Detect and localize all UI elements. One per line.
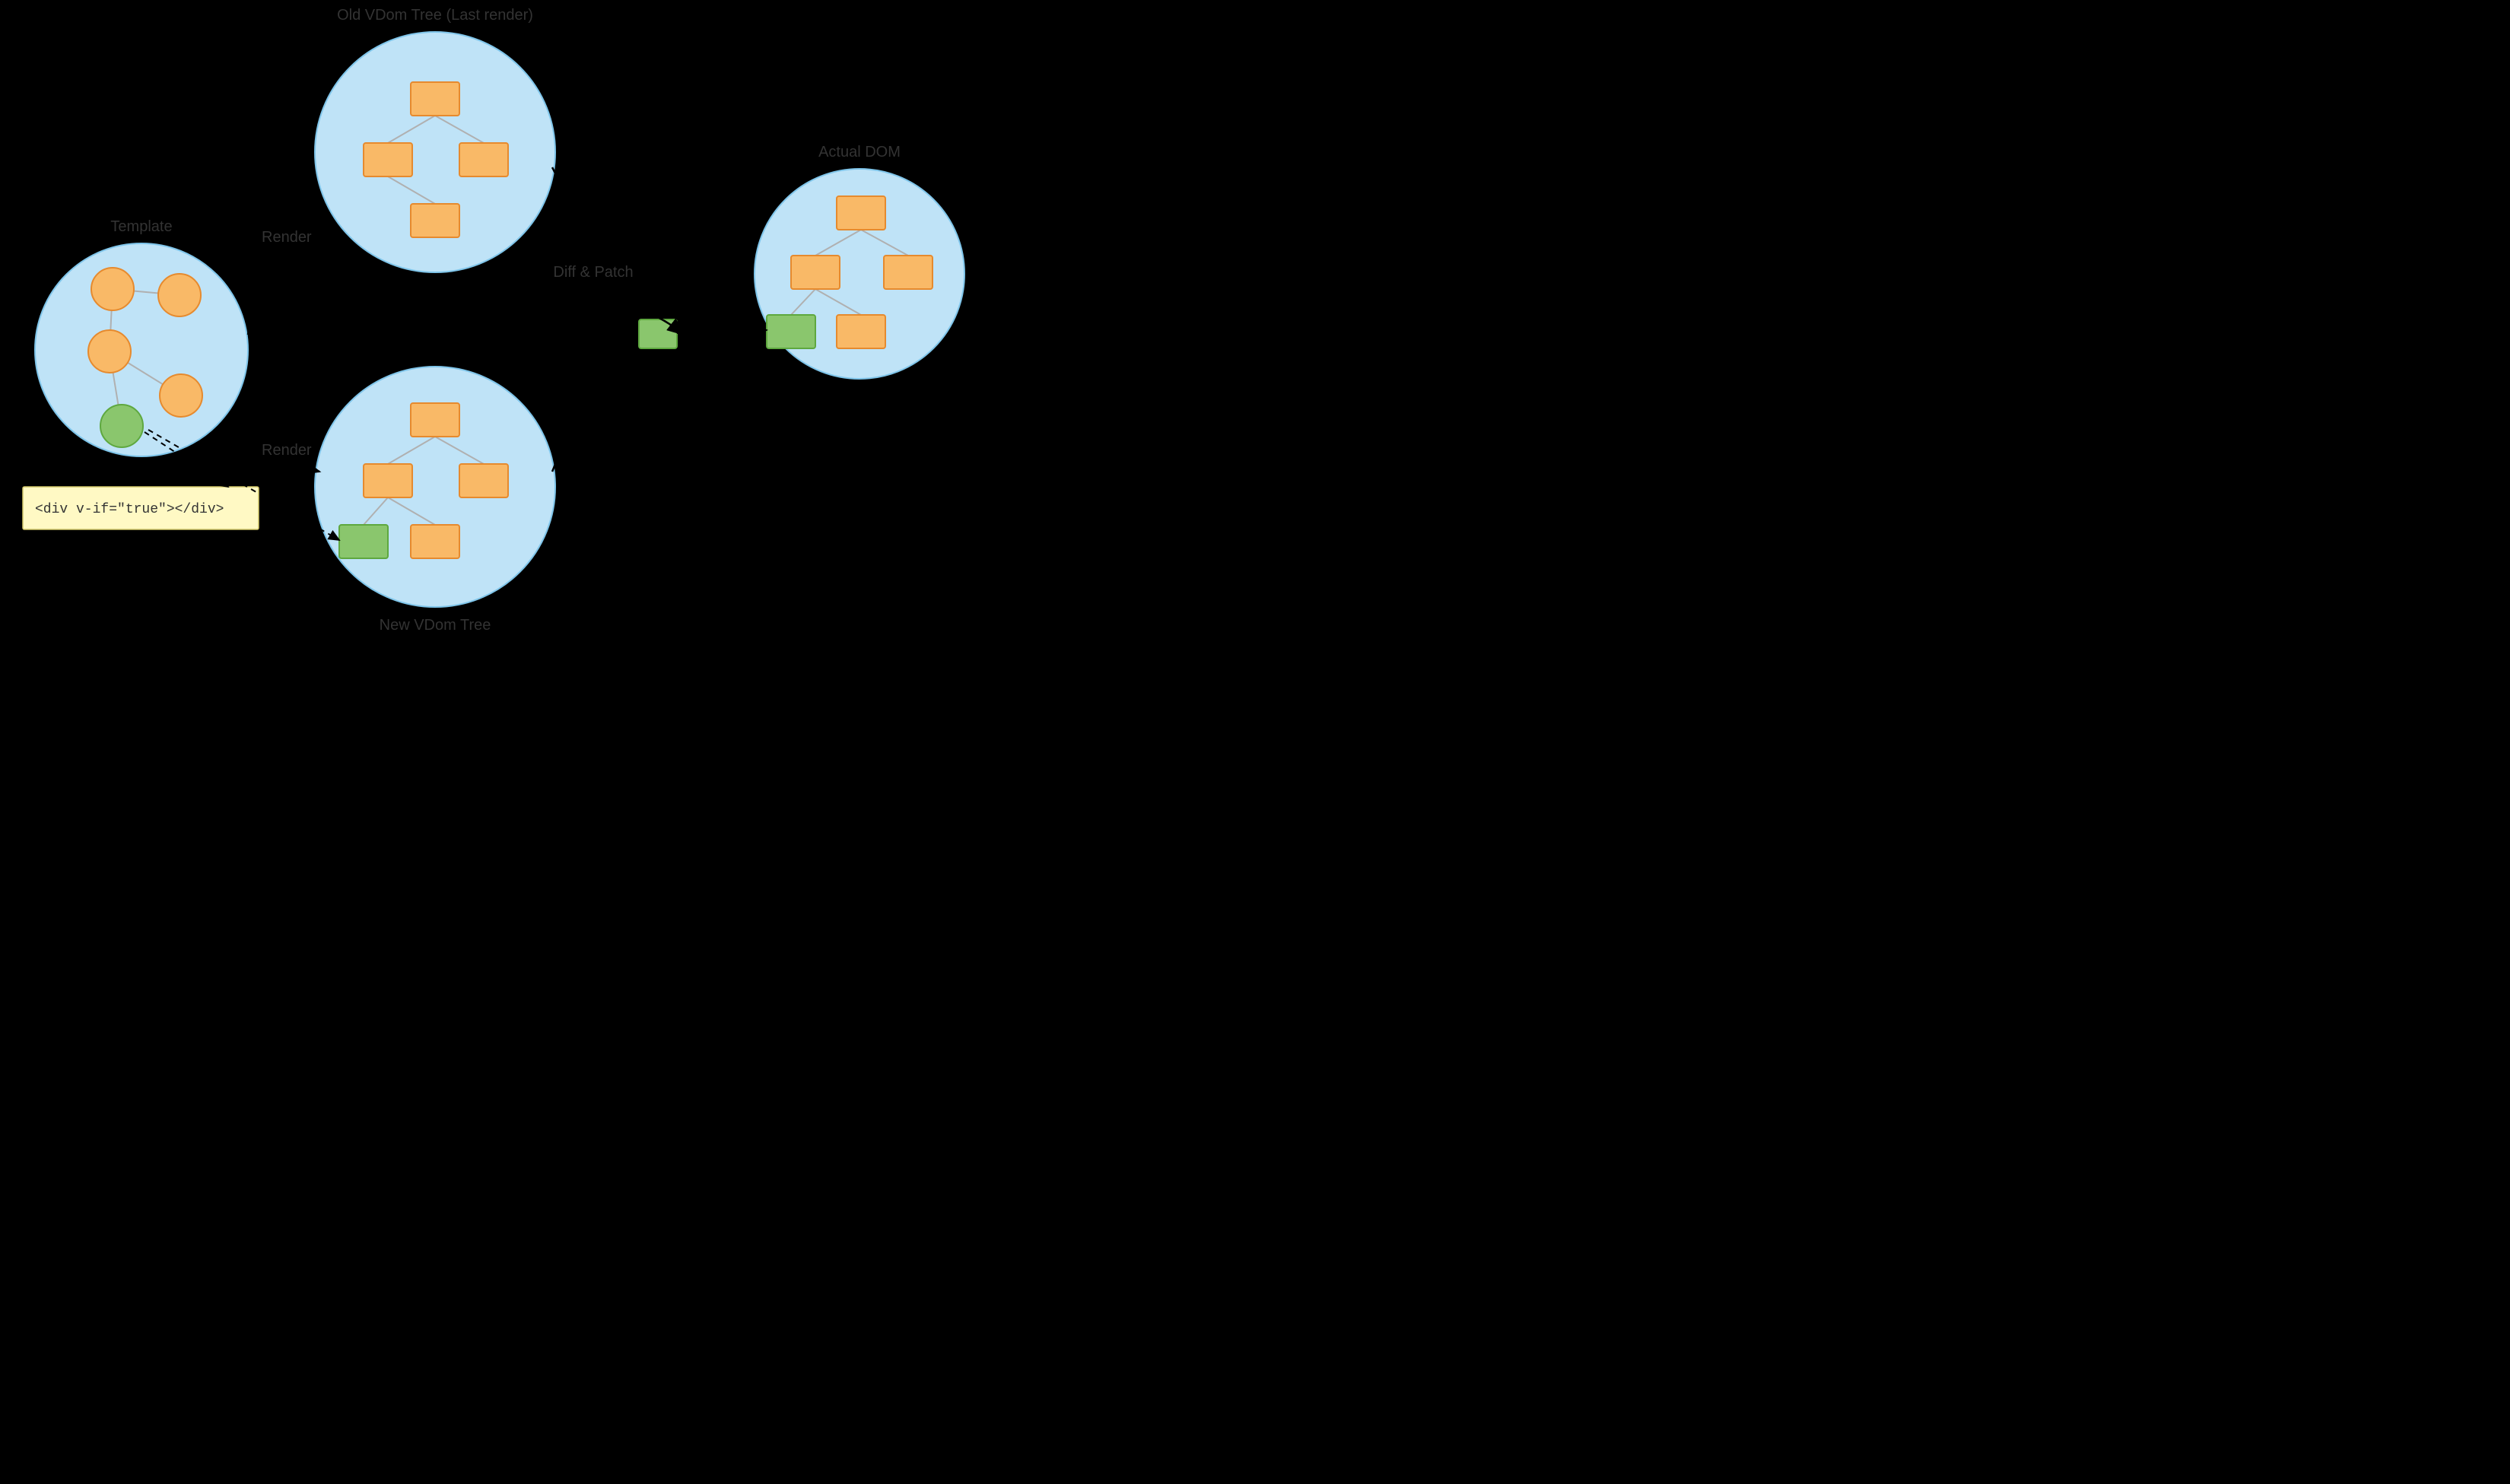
new-vdom-tree-node — [364, 464, 412, 497]
diff-patch-node — [639, 319, 677, 348]
dom-tree-node — [767, 315, 815, 348]
dom-tree-node — [884, 256, 933, 289]
template-node — [91, 268, 134, 310]
old-vdom-tree-node — [364, 143, 412, 176]
code-note-text: <div v-if="true"></div> — [35, 502, 224, 517]
template-node — [158, 274, 201, 316]
diff-patch-label: Diff & Patch — [553, 264, 633, 281]
dom-tree-node — [837, 315, 885, 348]
template-node — [100, 405, 143, 447]
diff-patch-arrow-branch2 — [552, 319, 570, 472]
new-vdom-tree-node — [411, 525, 459, 558]
diagram-canvas: <div v-if="true"></div> Render Render Diff … — [0, 0, 1110, 656]
dom-caption: Actual DOM — [818, 144, 901, 160]
new-vdom-caption: New VDom Tree — [380, 617, 491, 634]
dom-tree-node — [791, 256, 840, 289]
render-arrow-top-label: Render — [262, 229, 312, 246]
new-vdom-tree-node — [339, 525, 388, 558]
new-vdom-tree-node — [411, 403, 459, 437]
diff-patch-arrow-branch — [552, 167, 570, 319]
new-vdom-tree-node — [459, 464, 508, 497]
dashed-diffbox-to-dom — [677, 330, 767, 333]
dom-tree-node — [837, 196, 885, 230]
template-caption: Template — [110, 218, 172, 235]
template-node — [88, 330, 131, 373]
render-arrow-top — [248, 198, 319, 335]
template-node — [160, 374, 202, 417]
old-vdom-caption: Old VDom Tree (Last render) — [337, 7, 533, 24]
old-vdom-tree-node — [459, 143, 508, 176]
render-arrow-bottom-label: Render — [262, 442, 312, 459]
old-vdom-tree-node — [411, 82, 459, 116]
old-vdom-tree-node — [411, 204, 459, 237]
